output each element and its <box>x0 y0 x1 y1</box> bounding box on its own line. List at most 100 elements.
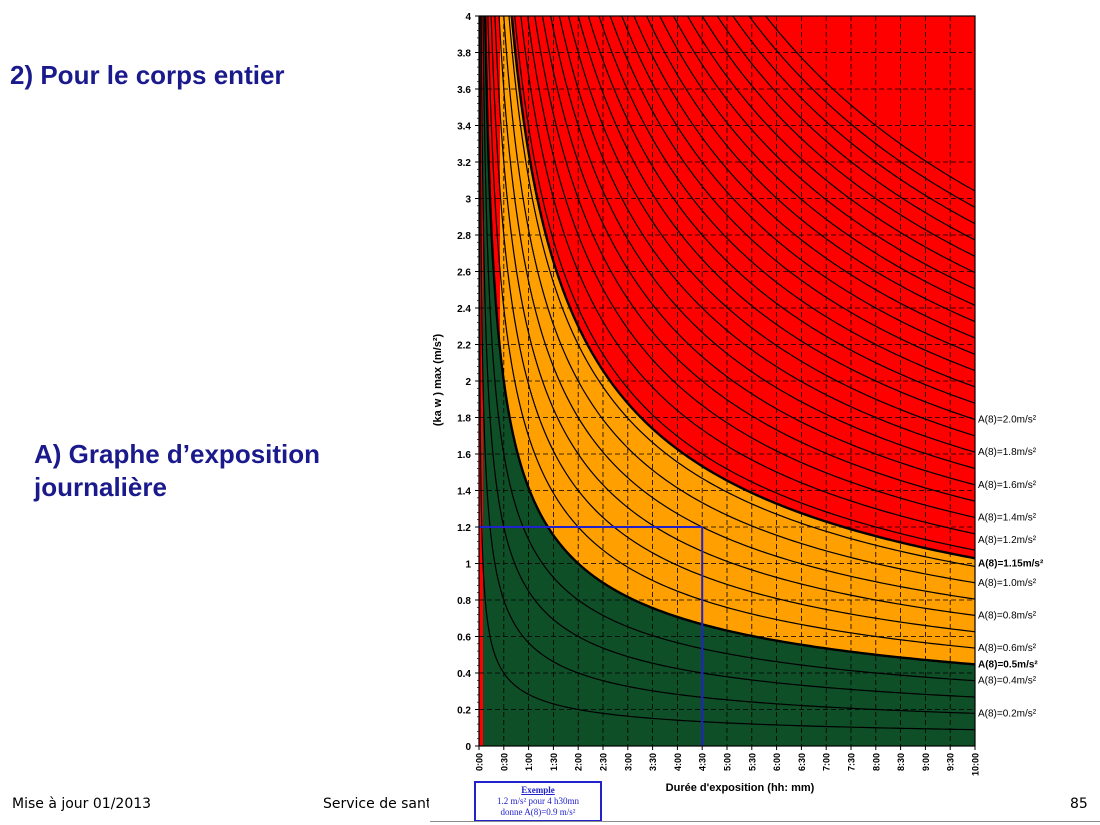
slide-subtitle: A) Graphe d’exposition journalière <box>34 439 321 502</box>
curve-label: A(8)=1.0m/s² <box>978 578 1037 589</box>
x-tick-label: 10:00 <box>971 753 981 776</box>
x-tick-label: 4:30 <box>698 753 708 771</box>
series-curve <box>487 16 975 649</box>
series-curve <box>498 16 975 600</box>
series-curve <box>567 16 975 437</box>
series-curve <box>645 16 975 323</box>
y-tick-label: 1.8 <box>457 414 471 425</box>
series-curve <box>672 16 975 290</box>
y-tick-label: 1 <box>465 560 471 571</box>
x-tick-label: 1:30 <box>549 753 559 771</box>
series-curve <box>550 16 975 470</box>
footer-rule <box>430 821 1100 822</box>
y-tick-label: 4 <box>465 12 471 23</box>
slide-title: 2) Pour le corps entier <box>10 60 285 90</box>
series-curve <box>732 16 975 225</box>
series-curve <box>659 16 975 306</box>
y-tick-label: 2 <box>465 377 471 388</box>
y-tick-label: 0.6 <box>457 633 471 644</box>
x-tick-label: 3:00 <box>623 753 633 771</box>
y-tick-label: 1.2 <box>457 523 471 534</box>
x-tick-label: 2:30 <box>599 753 609 771</box>
series-curve <box>527 16 975 519</box>
x-tick-label: 9:00 <box>921 753 931 771</box>
series-curve <box>484 16 975 666</box>
curve-label: A(8)=0.4m/s² <box>978 676 1037 687</box>
series-curve <box>479 16 975 731</box>
curve-label: A(8)=0.8m/s² <box>978 610 1037 621</box>
series-curve <box>764 16 975 192</box>
series-curve <box>716 16 975 241</box>
curve-label: A(8)=1.8m/s² <box>978 447 1037 458</box>
x-tick-label: 8:30 <box>896 753 906 771</box>
curve-label: A(8)=1.6m/s² <box>978 480 1037 491</box>
example-line-2: donne A(8)=0.9 m/s² <box>500 807 576 817</box>
x-tick-label: 9:30 <box>946 753 956 771</box>
series-curve <box>686 16 975 274</box>
y-tick-label: 2.6 <box>457 268 471 279</box>
x-tick-label: 3:30 <box>648 753 658 771</box>
example-line-1: 1.2 m/s² pour 4 h30mn <box>497 796 579 806</box>
series-curve <box>541 16 975 486</box>
footer-service: Service de sant <box>323 796 429 812</box>
x-tick-label: 8:00 <box>871 753 881 771</box>
series-curve <box>587 16 975 404</box>
x-tick-label: 5:00 <box>723 753 733 771</box>
series-curve <box>482 16 975 682</box>
series-curve <box>748 16 975 208</box>
curve-label: A(8)=2.0m/s² <box>978 415 1037 426</box>
series-curve <box>479 16 975 714</box>
y-tick-label: 3.4 <box>457 122 471 133</box>
y-tick-label: 3.8 <box>457 49 471 60</box>
y-tick-label: 0.4 <box>457 669 471 680</box>
y-tick-label: 3.2 <box>457 158 471 169</box>
example-box: Exemple 1.2 m/s² pour 4 h30mn donne A(8)… <box>474 781 602 822</box>
x-tick-label: 0:00 <box>475 753 485 771</box>
series-curve <box>520 16 975 535</box>
x-tick-label: 4:00 <box>673 753 683 771</box>
y-tick-label: 0.2 <box>457 706 471 717</box>
y-tick-label: 2.4 <box>457 304 471 315</box>
example-title: Exemple <box>521 785 555 795</box>
series-curve <box>494 16 975 617</box>
series-curve <box>510 16 975 560</box>
curve-label: A(8)=0.2m/s² <box>978 708 1037 719</box>
footer-date: Mise à jour 01/2013 <box>12 796 152 812</box>
series-curve <box>480 16 975 698</box>
x-tick-label: 2:00 <box>574 753 584 771</box>
series-curve <box>490 16 975 633</box>
x-tick-label: 5:30 <box>747 753 757 771</box>
y-tick-label: 3.6 <box>457 85 471 96</box>
series-curve <box>503 16 975 584</box>
y-tick-label: 2.8 <box>457 231 471 242</box>
curve-label: A(8)=1.15m/s² <box>978 558 1044 569</box>
curve-label: A(8)=1.2m/s² <box>978 535 1037 546</box>
curve-label: A(8)=0.6m/s² <box>978 643 1037 654</box>
series-curve <box>701 16 975 257</box>
x-tick-label: 6:00 <box>772 753 782 771</box>
x-tick-label: 7:00 <box>822 753 832 771</box>
series-curve <box>514 16 975 551</box>
x-tick-label: 7:30 <box>847 753 857 771</box>
series-curve <box>633 16 975 339</box>
curve-label: A(8)=1.4m/s² <box>978 512 1037 523</box>
y-tick-label: 2.2 <box>457 341 471 352</box>
page-number: 85 <box>1070 796 1088 812</box>
series-curve <box>598 16 975 388</box>
x-tick-label: 6:30 <box>797 753 807 771</box>
y-tick-label: 1.4 <box>457 487 471 498</box>
series-curve <box>534 16 975 502</box>
series-curve <box>609 16 975 372</box>
y-axis-title: (ka w ) max (m/s²) <box>432 334 444 427</box>
y-tick-label: 3 <box>465 195 471 206</box>
y-tick-label: 1.6 <box>457 450 471 461</box>
x-tick-label: 1:00 <box>524 753 534 771</box>
series-curve <box>577 16 975 421</box>
x-tick-label: 0:30 <box>499 753 509 771</box>
series-curve <box>621 16 975 355</box>
y-tick-label: 0 <box>465 742 471 753</box>
x-axis-title: Durée d'exposition (hh: mm) <box>666 782 815 794</box>
curve-label: A(8)=0.5m/s² <box>978 659 1038 670</box>
series-curve <box>508 16 975 568</box>
